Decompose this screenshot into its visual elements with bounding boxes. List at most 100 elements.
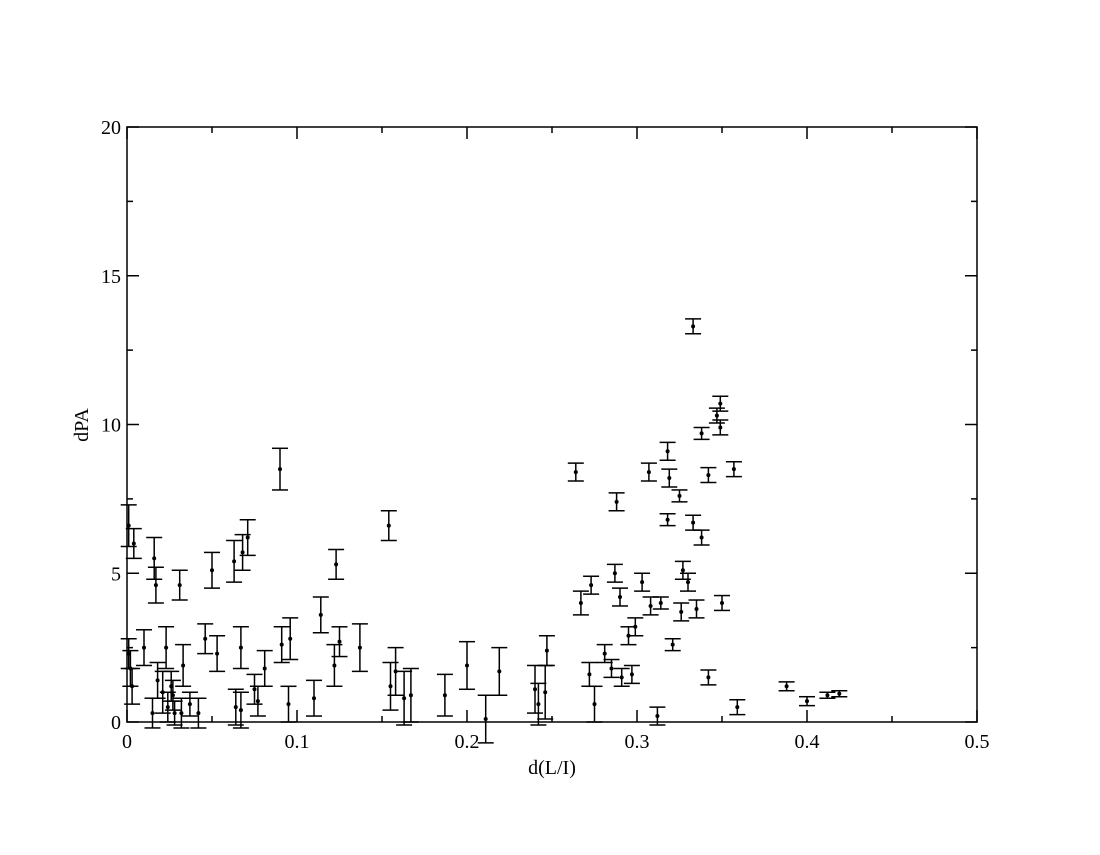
point bbox=[233, 705, 238, 710]
y-tick-label: 15 bbox=[101, 266, 121, 288]
point bbox=[238, 708, 243, 713]
point bbox=[658, 601, 663, 605]
point bbox=[130, 684, 135, 689]
point bbox=[718, 425, 723, 430]
point bbox=[203, 636, 208, 641]
point bbox=[589, 583, 594, 588]
point bbox=[164, 645, 169, 650]
y-tick-label: 20 bbox=[101, 117, 121, 139]
point bbox=[332, 663, 337, 668]
point bbox=[179, 711, 184, 716]
point bbox=[255, 699, 260, 704]
point bbox=[714, 413, 719, 418]
x-tick-label: 0 bbox=[122, 731, 132, 753]
point bbox=[177, 583, 182, 588]
point bbox=[619, 675, 624, 680]
point bbox=[694, 606, 699, 611]
point bbox=[612, 571, 617, 576]
point bbox=[238, 645, 243, 650]
point bbox=[731, 467, 736, 472]
point bbox=[131, 541, 136, 546]
point bbox=[465, 663, 469, 668]
point bbox=[196, 711, 201, 716]
x-tick-label: 0.3 bbox=[625, 731, 650, 753]
point bbox=[210, 568, 214, 573]
point bbox=[334, 562, 339, 567]
point bbox=[187, 702, 192, 707]
point bbox=[837, 691, 842, 696]
point bbox=[152, 556, 157, 561]
point bbox=[245, 535, 250, 540]
point bbox=[262, 666, 267, 671]
x-axis-label: d(L/I) bbox=[528, 757, 576, 779]
point bbox=[587, 672, 592, 677]
point bbox=[172, 711, 177, 716]
point bbox=[614, 499, 619, 504]
point bbox=[592, 702, 597, 707]
y-tick-label: 10 bbox=[101, 415, 121, 437]
point bbox=[679, 609, 684, 614]
point bbox=[691, 520, 696, 525]
plot-frame bbox=[126, 126, 978, 723]
x-tick-label: 0.5 bbox=[965, 731, 990, 753]
point bbox=[670, 642, 675, 647]
point bbox=[536, 702, 541, 707]
point bbox=[533, 687, 537, 692]
point bbox=[312, 696, 316, 701]
point bbox=[388, 684, 393, 689]
point bbox=[215, 651, 220, 656]
point bbox=[232, 559, 237, 564]
point bbox=[665, 449, 670, 454]
point bbox=[279, 642, 284, 647]
y-tick-label: 5 bbox=[111, 563, 121, 585]
point bbox=[252, 687, 257, 692]
point bbox=[706, 675, 711, 680]
point bbox=[735, 705, 740, 710]
point bbox=[718, 401, 723, 406]
point bbox=[402, 696, 407, 701]
point bbox=[165, 705, 170, 710]
point bbox=[648, 603, 653, 608]
point bbox=[602, 651, 607, 656]
point bbox=[170, 693, 175, 698]
point bbox=[150, 711, 155, 716]
y-tick-label: 0 bbox=[111, 712, 121, 734]
point bbox=[691, 324, 696, 329]
point bbox=[155, 678, 160, 683]
point bbox=[543, 690, 548, 695]
point bbox=[337, 639, 342, 644]
x-tick-label: 0.4 bbox=[795, 731, 820, 753]
point bbox=[640, 580, 645, 585]
point bbox=[357, 645, 362, 650]
point bbox=[680, 568, 685, 573]
point bbox=[805, 699, 809, 704]
point bbox=[153, 583, 158, 588]
point bbox=[699, 535, 704, 540]
point bbox=[633, 624, 638, 629]
point bbox=[288, 636, 293, 641]
point bbox=[720, 601, 724, 605]
point bbox=[609, 666, 614, 671]
x-tick-label: 0.1 bbox=[285, 731, 310, 753]
point bbox=[126, 523, 131, 528]
point bbox=[286, 702, 291, 707]
point bbox=[655, 714, 660, 719]
point bbox=[578, 601, 583, 605]
point bbox=[629, 672, 634, 677]
point bbox=[677, 493, 682, 498]
point bbox=[278, 467, 282, 472]
point bbox=[825, 693, 830, 698]
point bbox=[240, 550, 245, 555]
point bbox=[573, 470, 578, 475]
x-tick-label: 0.2 bbox=[455, 731, 480, 753]
point bbox=[699, 431, 704, 436]
point bbox=[408, 693, 413, 698]
point bbox=[667, 476, 672, 481]
point bbox=[442, 693, 447, 698]
point bbox=[318, 612, 323, 617]
point bbox=[665, 517, 670, 522]
point bbox=[181, 663, 186, 668]
point bbox=[483, 717, 488, 722]
y-axis-label: dPA bbox=[71, 408, 93, 442]
